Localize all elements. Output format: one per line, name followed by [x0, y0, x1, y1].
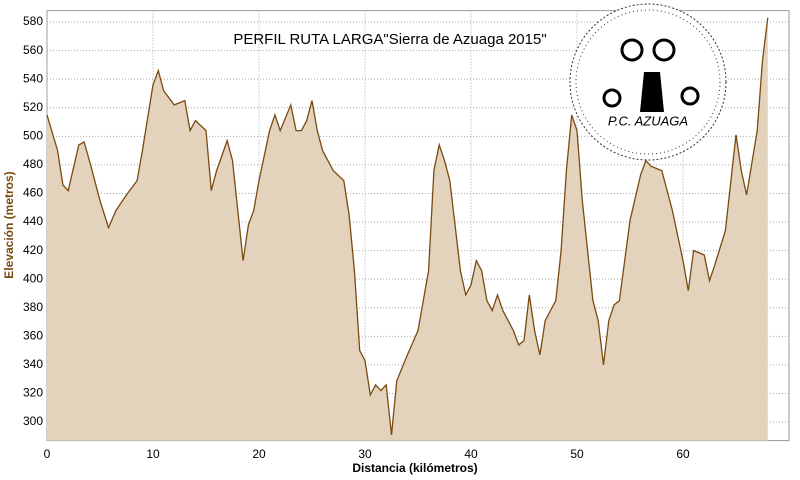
logo-tower: [640, 72, 664, 112]
logo-text: P.C. AZUAGA: [608, 113, 688, 128]
x-axis-label: Distancia (kilómetros): [352, 461, 477, 475]
logo: P.C. AZUAGA: [569, 3, 727, 161]
logo-wheel: [620, 38, 644, 62]
y-tick-label: 360: [23, 328, 43, 342]
y-tick-label: 320: [23, 386, 43, 400]
y-tick-label: 480: [23, 157, 43, 171]
x-tick-label: 30: [358, 447, 372, 461]
logo-circle-inner: [575, 9, 721, 155]
y-tick-label: 580: [23, 14, 43, 28]
logo-wheel: [602, 88, 622, 108]
area-fill: [47, 17, 768, 441]
y-axis-label: Elevación (metros): [2, 171, 16, 278]
logo-wheel: [680, 86, 700, 106]
x-tick-label: 10: [146, 447, 160, 461]
x-tick-label: 20: [252, 447, 266, 461]
y-tick-label: 460: [23, 186, 43, 200]
y-tick-label: 400: [23, 271, 43, 285]
y-tick-label: 540: [23, 71, 43, 85]
y-tick-label: 420: [23, 243, 43, 257]
profile-line: [46, 17, 769, 435]
y-tick-label: 520: [23, 100, 43, 114]
chart-title: PERFIL RUTA LARGA"Sierra de Azuaga 2015": [233, 31, 546, 48]
y-tick-label: 500: [23, 128, 43, 142]
y-tick-label: 560: [23, 43, 43, 57]
y-tick-label: 380: [23, 300, 43, 314]
logo-wheel: [652, 38, 676, 62]
y-tick-label: 440: [23, 214, 43, 228]
x-tick-label: 0: [44, 447, 51, 461]
y-tick-label: 340: [23, 357, 43, 371]
x-tick-label: 60: [676, 447, 690, 461]
x-tick-label: 50: [570, 447, 584, 461]
x-tick-label: 40: [464, 447, 478, 461]
y-tick-label: 300: [23, 414, 43, 428]
